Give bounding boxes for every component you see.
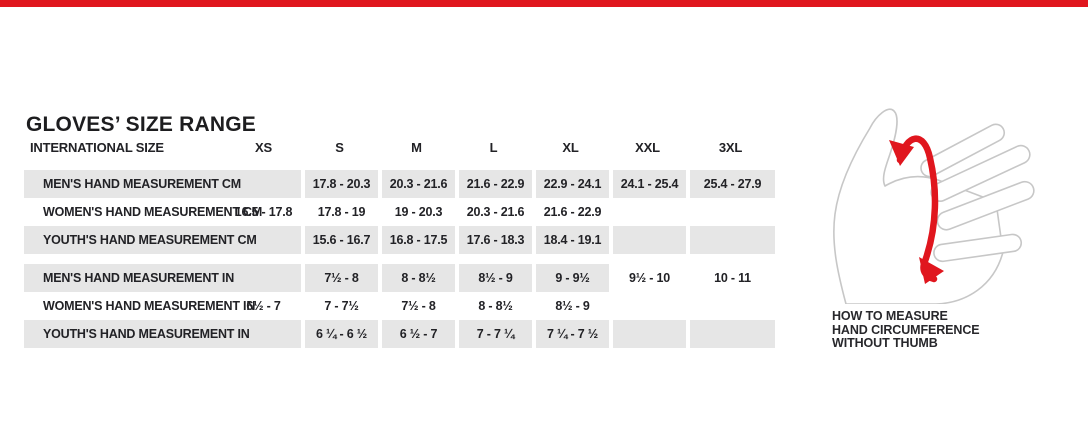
measure-caption: HOW TO MEASURE HAND CIRCUMFERENCE WITHOU… [832, 309, 980, 351]
size-cell [613, 320, 686, 348]
table-group-gap [24, 254, 777, 264]
row-label-band: MEN'S HAND MEASUREMENT CM [24, 170, 301, 198]
row-label: MEN'S HAND MEASUREMENT IN [43, 271, 235, 285]
row-label: MEN'S HAND MEASUREMENT CM [43, 177, 241, 191]
size-cell [613, 292, 686, 320]
size-cell: 8 - 8½ [382, 264, 455, 292]
size-cell: 18.4 - 19.1 [536, 226, 609, 254]
row-label-band: MEN'S HAND MEASUREMENT IN [24, 264, 301, 292]
size-cell [690, 320, 775, 348]
measure-caption-line-1: HOW TO MEASURE [832, 309, 948, 323]
size-col-header-3xl: 3XL [718, 140, 743, 155]
page-title: GLOVES’ SIZE RANGE [26, 113, 256, 137]
size-cell [690, 226, 775, 254]
row-label-band: YOUTH'S HAND MEASUREMENT CM [24, 226, 301, 254]
row-label: YOUTH'S HAND MEASUREMENT CM [43, 233, 257, 247]
size-cell: 21.6 - 22.9 [543, 205, 602, 219]
size-cell: 22.9 - 24.1 [536, 170, 609, 198]
size-cell [613, 226, 686, 254]
size-cell: 9½ - 10 [629, 271, 670, 285]
table-row-2: YOUTH'S HAND MEASUREMENT CM 15.6 - 16.7 16… [24, 226, 777, 254]
size-cell: 21.6 - 22.9 [459, 170, 532, 198]
size-col-header-xl: XL [562, 140, 579, 155]
size-cell: 17.8 - 19 [317, 205, 366, 219]
size-col-header-m: M [411, 140, 422, 155]
row-label: WOMEN'S HAND MEASUREMENT CM [43, 205, 263, 219]
circumference-arrow-icon [889, 135, 944, 284]
size-cell: 6 ½ - 7 [382, 320, 455, 348]
hand-outline-icon [833, 108, 1035, 304]
size-cell: 8½ - 9 [459, 264, 532, 292]
size-cell: 7½ - 8 [305, 264, 378, 292]
size-col-header-l: L [489, 140, 498, 155]
row-label-band: YOUTH'S HAND MEASUREMENT IN [24, 320, 301, 348]
row-label: WOMEN'S HAND MEASUREMENT IN [43, 299, 256, 313]
size-cell: 6 ¼ - 6 ½ [305, 320, 378, 348]
size-cell: 20.3 - 21.6 [466, 205, 525, 219]
hand-measurement-illustration [833, 108, 1035, 304]
table-row-1: WOMEN'S HAND MEASUREMENT CM 16.5 - 17.8 17… [24, 198, 777, 226]
size-table-header: INTERNATIONAL SIZE XS S M L XL XXL 3XL [24, 139, 777, 156]
size-cell: 15.6 - 16.7 [305, 226, 378, 254]
size-cell: 25.4 - 27.9 [690, 170, 775, 198]
table-row-4: WOMEN'S HAND MEASUREMENT IN 6½ - 7 7 - 7½ 7… [24, 292, 777, 320]
size-cell: 17.6 - 18.3 [459, 226, 532, 254]
row-label: YOUTH'S HAND MEASUREMENT IN [43, 327, 250, 341]
international-size-label: INTERNATIONAL SIZE [30, 140, 164, 155]
size-cell: 17.8 - 20.3 [305, 170, 378, 198]
size-cell: 19 - 20.3 [394, 205, 443, 219]
table-row-0: MEN'S HAND MEASUREMENT CM 17.8 - 20.3 20.3… [24, 170, 777, 198]
size-cell [690, 198, 775, 226]
size-table: INTERNATIONAL SIZE XS S M L XL XXL 3XL MEN'S HAN… [24, 139, 777, 348]
size-cell [613, 198, 686, 226]
size-cell: 7 ¼ - 7 ½ [536, 320, 609, 348]
size-cell-xs: 6½ - 7 [246, 299, 281, 313]
size-col-header-xs: XS [255, 140, 272, 155]
size-cell: 7 - 7½ [324, 299, 359, 313]
row-label-band: WOMEN'S HAND MEASUREMENT CM [24, 198, 301, 226]
measure-caption-line-2: HAND CIRCUMFERENCE [832, 322, 980, 337]
size-cell: 8½ - 9 [555, 299, 590, 313]
size-cell: 24.1 - 25.4 [613, 170, 686, 198]
size-cell: 7 - 7 ¼ [459, 320, 532, 348]
size-cell: 20.3 - 21.6 [382, 170, 455, 198]
size-col-header-s: S [335, 140, 344, 155]
size-cell: 7½ - 8 [401, 299, 436, 313]
size-cell-xs: 16.5 - 17.8 [234, 205, 293, 219]
size-cell: 8 - 8½ [478, 299, 513, 313]
brand-accent-bar [0, 0, 1088, 7]
row-label-band: WOMEN'S HAND MEASUREMENT IN [24, 292, 301, 320]
measure-caption-line-3: WITHOUT THUMB [832, 336, 938, 350]
size-cell [690, 292, 775, 320]
size-cell: 16.8 - 17.5 [382, 226, 455, 254]
size-cell: 9 - 9½ [536, 264, 609, 292]
size-cell: 10 - 11 [714, 271, 751, 285]
size-col-header-xxl: XXL [635, 140, 660, 155]
